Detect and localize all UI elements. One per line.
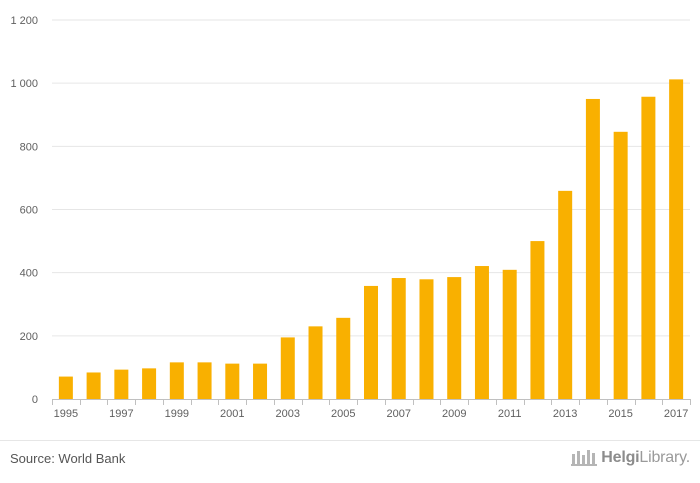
bar-2010 (474, 266, 489, 399)
bars (58, 79, 684, 400)
y-tick-label: 400 (20, 268, 38, 280)
brand-name-rest: Library. (639, 449, 690, 466)
x-tick-label: 2017 (664, 408, 688, 420)
bar-2007 (391, 278, 406, 399)
bar-2017 (669, 79, 684, 400)
y-axis-labels: 0 200 400 600 800 1 000 1 200 (10, 15, 38, 406)
library-logo-icon (571, 450, 598, 466)
bar-2016 (641, 96, 656, 399)
gridlines (52, 19, 690, 337)
x-tick-label: 1995 (54, 408, 78, 420)
bar-2013 (558, 190, 573, 399)
bar-2003 (280, 337, 295, 399)
x-tick-label: 2003 (276, 408, 300, 420)
bar-2000 (197, 362, 212, 399)
bar-1996 (86, 372, 101, 399)
bar-2008 (419, 279, 434, 399)
bar-chart: 0 200 400 600 800 1 000 1 200 1995 1997 1999 2001… (10, 15, 691, 420)
brand-name-bold: Helgi (601, 449, 640, 466)
bar-2001 (225, 363, 240, 399)
x-tick-label: 2015 (608, 408, 632, 420)
y-tick-label: 600 (20, 205, 38, 217)
source-note: Source: World Bank (10, 451, 126, 466)
bar-1997 (114, 369, 129, 399)
y-tick-label: 800 (20, 141, 38, 153)
x-tick-label: 2009 (442, 408, 466, 420)
brand-name: HelgiLibrary. (601, 449, 690, 467)
bar-1999 (169, 362, 184, 399)
x-tick-label: 1997 (109, 408, 133, 420)
y-tick-label: 200 (20, 331, 38, 343)
bar-2015 (613, 131, 628, 399)
bar-2004 (308, 326, 323, 399)
x-tick-label: 2011 (498, 408, 522, 420)
footer: Source: World Bank HelgiLibrary. (0, 440, 700, 483)
bar-2005 (336, 317, 351, 399)
brand-logo: HelgiLibrary. (571, 448, 690, 468)
y-tick-label: 1 000 (10, 78, 38, 90)
x-axis-labels: 1995 1997 1999 2001 2003 2005 2007 2009 2011 2013… (54, 408, 689, 420)
bar-2009 (447, 277, 462, 399)
bar-2002 (253, 363, 268, 399)
bar-1995 (58, 376, 73, 399)
bar-1998 (142, 368, 157, 399)
x-tick-label: 1999 (165, 408, 189, 420)
bar-2014 (585, 98, 600, 399)
x-tick-label: 2007 (386, 408, 410, 420)
x-axis-ticks (52, 399, 691, 405)
bar-2011 (502, 269, 517, 399)
x-tick-label: 2013 (553, 408, 577, 420)
bar-2006 (364, 285, 378, 399)
bar-2012 (530, 241, 545, 399)
y-tick-label: 1 200 (10, 15, 38, 27)
y-tick-label: 0 (32, 394, 38, 406)
x-tick-label: 2001 (220, 408, 244, 420)
x-tick-label: 2005 (331, 408, 355, 420)
